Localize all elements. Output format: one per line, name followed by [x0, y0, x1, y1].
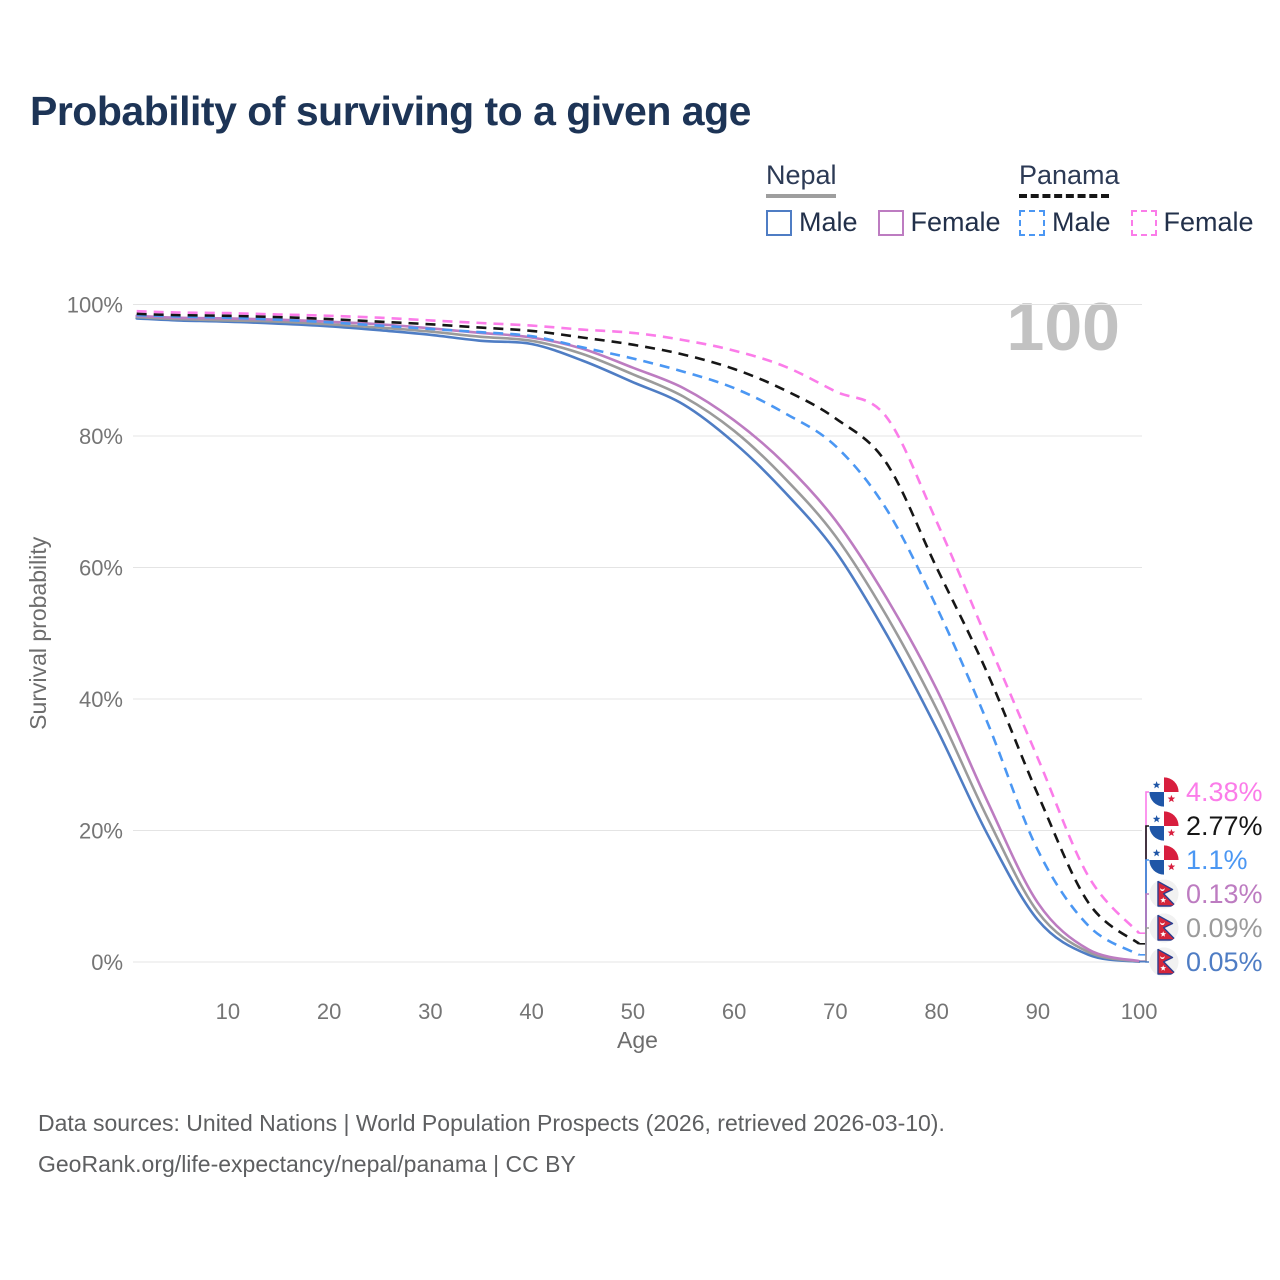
x-tick-label: 20: [317, 999, 341, 1024]
end-labels-layer: 4.38% 2.77% 1.1% 0.13% 0.09% 0.05%: [1139, 777, 1263, 977]
end-label-connector: [1139, 791, 1149, 934]
x-tick-label: 10: [216, 999, 240, 1024]
end-value-label: 0.13%: [1186, 879, 1263, 909]
panama-female-line-swatch-icon: [1130, 209, 1157, 236]
y-tick-label: 60%: [79, 556, 123, 581]
end-label-connector: [1139, 859, 1149, 956]
legend-items-nepal: Male Female: [766, 207, 1021, 238]
nepal-flag-icon: [1149, 947, 1178, 976]
end-value-label: 4.38%: [1186, 777, 1263, 807]
legend-items-panama: Male Female: [1019, 207, 1274, 238]
legend-group-nepal: Nepal Male Female: [766, 160, 1021, 238]
nepal-male-line-swatch-icon: [766, 209, 792, 236]
x-tick-label: 30: [418, 999, 442, 1024]
gridlines-layer: [133, 304, 1142, 963]
x-tick-label: 40: [519, 999, 543, 1024]
footer-license-line: GeoRank.org/life-expectancy/nepal/panama…: [38, 1151, 576, 1177]
legend-item-panama-male[interactable]: Male: [1019, 207, 1111, 238]
x-tick-label: 50: [621, 999, 645, 1024]
y-axis-title: Survival probability: [25, 536, 51, 730]
x-tick-label: 70: [823, 999, 847, 1024]
legend-item-panama-female[interactable]: Female: [1130, 207, 1254, 238]
x-tick-label: 90: [1026, 999, 1050, 1024]
legend-item-label: Female: [1163, 207, 1254, 237]
series-line-nepal-female: [135, 314, 1141, 963]
legend-country-nepal: Nepal: [766, 160, 837, 190]
series-line-panama-female: [136, 309, 1141, 935]
panama-flag-icon: [1149, 845, 1179, 875]
end-value-label: 0.09%: [1186, 913, 1263, 943]
series-line-nepal-male: [135, 317, 1141, 963]
y-tick-label: 20%: [79, 819, 123, 844]
legend-item-nepal-male[interactable]: Male: [766, 207, 858, 238]
end-value-label: 0.05%: [1186, 947, 1263, 977]
series-lines-layer: [135, 309, 1141, 963]
axis-labels-layer: 0% 20% 40% 60% 80% 100% 10 20 30 40 50 60 70 80 90 100 A…: [25, 293, 1157, 1053]
end-value-label: 1.1%: [1186, 845, 1248, 875]
y-tick-label: 100%: [67, 293, 123, 318]
legend-underline-panama-dashed: [1019, 194, 1109, 198]
legend-group-panama: Panama Male Female: [1019, 160, 1274, 238]
x-tick-label: 60: [722, 999, 746, 1024]
end-label-connector: [1139, 825, 1149, 945]
footer-note: Data sources: United Nations | World Pop…: [38, 1103, 945, 1185]
footer-sources-line: Data sources: United Nations | World Pop…: [38, 1110, 945, 1136]
panama-flag-icon: [1149, 777, 1179, 807]
legend-item-label: Female: [910, 207, 1001, 237]
x-tick-label: 100: [1121, 999, 1158, 1024]
nepal-flag-icon: [1149, 879, 1178, 908]
panama-male-line-swatch-icon: [1019, 209, 1045, 236]
page-title: Probability of surviving to a given age: [30, 88, 751, 134]
legend-item-label: Male: [1052, 207, 1111, 237]
y-tick-label: 40%: [79, 687, 123, 712]
y-tick-label: 80%: [79, 424, 123, 449]
x-axis-title: Age: [617, 1027, 658, 1053]
y-tick-label: 0%: [91, 950, 123, 975]
nepal-female-line-swatch-icon: [877, 209, 904, 236]
panama-flag-icon: [1149, 811, 1179, 841]
nepal-flag-icon: [1149, 913, 1178, 942]
x-tick-label: 80: [924, 999, 948, 1024]
legend-item-label: Male: [799, 207, 858, 237]
legend-country-panama: Panama: [1019, 160, 1120, 190]
series-line-panama-male: [136, 313, 1140, 956]
end-value-label: 2.77%: [1186, 811, 1263, 841]
series-line-nepal-all: [135, 315, 1141, 963]
series-line-panama-all: [136, 312, 1140, 945]
legend-underline-nepal-solid: [766, 194, 836, 198]
legend-item-nepal-female[interactable]: Female: [877, 207, 1001, 238]
